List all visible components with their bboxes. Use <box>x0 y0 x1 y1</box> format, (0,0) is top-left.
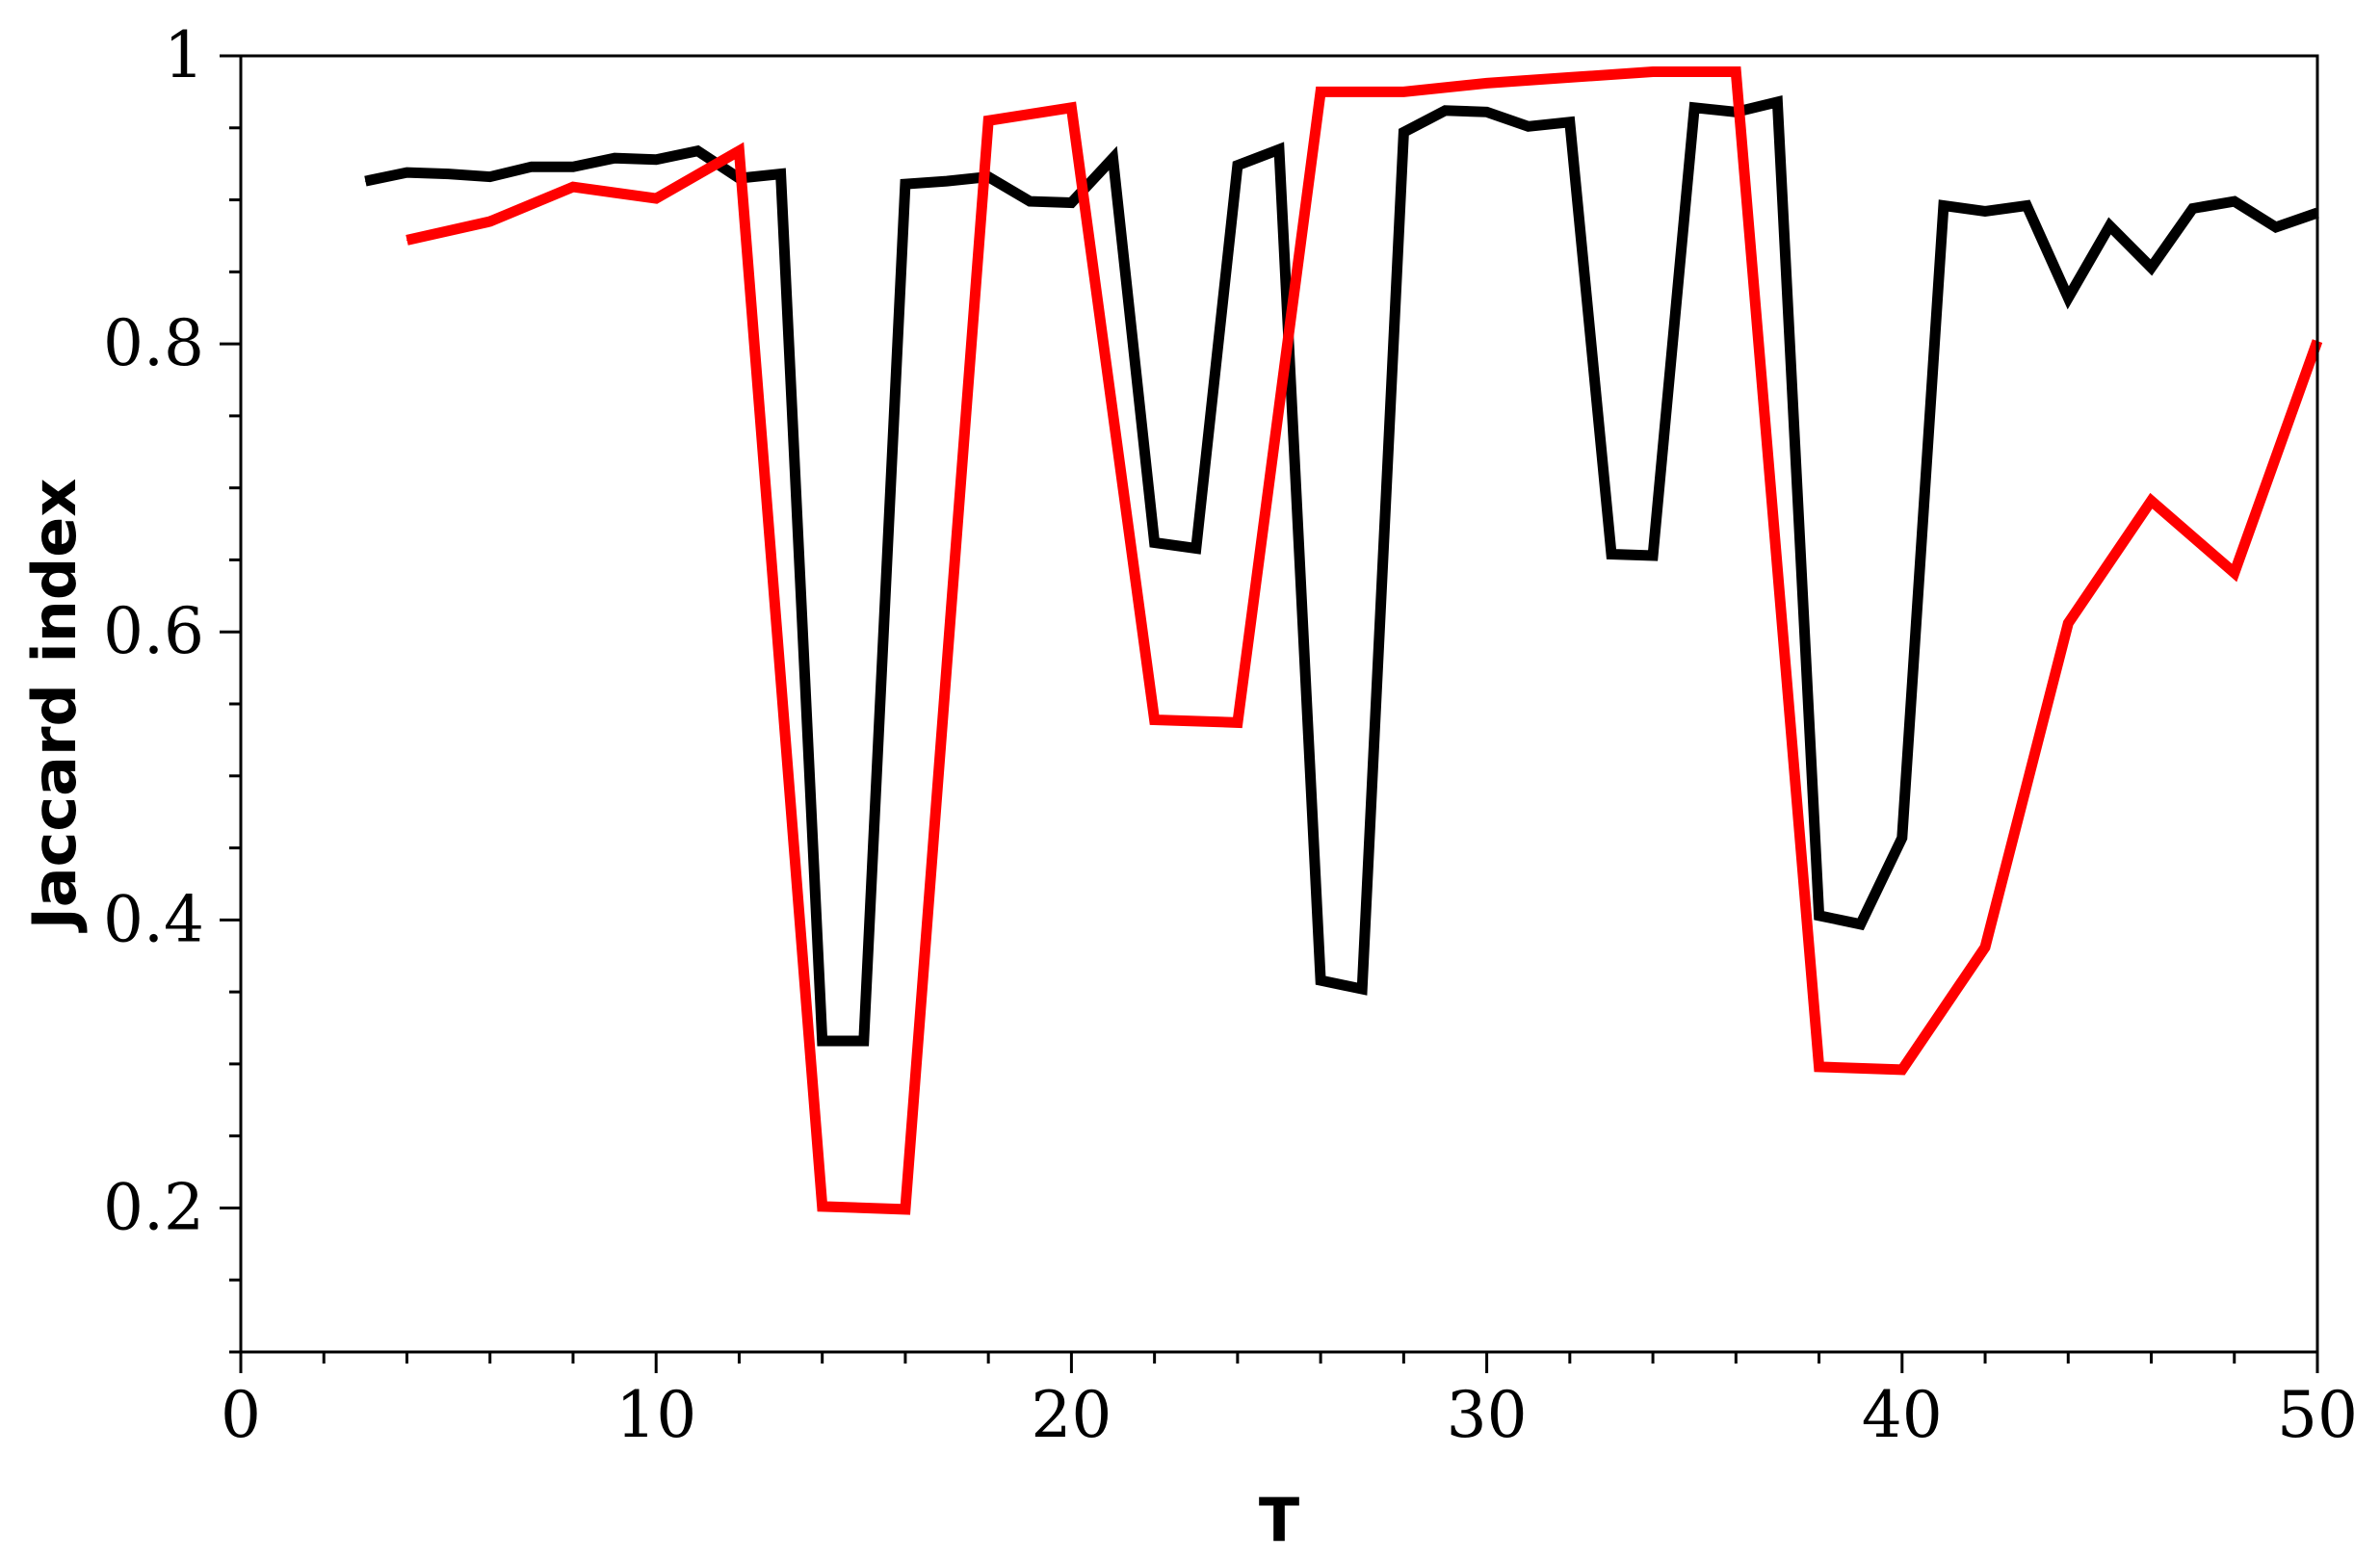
data-point <box>1402 131 1404 133</box>
data-point <box>904 1208 906 1210</box>
data-point <box>572 186 574 188</box>
data-point <box>2067 622 2069 624</box>
data-point <box>696 150 698 152</box>
data-point <box>1818 1066 1820 1068</box>
data-point <box>1361 988 1363 990</box>
data-point <box>1070 202 1072 204</box>
axis-tick-labels: 0 10 20 30 40 50 0.2 0.4 0.6 0.8 1 <box>103 18 2358 1452</box>
data-point <box>1735 70 1737 72</box>
data-point <box>1901 837 1903 839</box>
data-point <box>405 171 407 173</box>
data-point <box>1195 547 1197 549</box>
data-point <box>1112 157 1114 159</box>
data-point <box>448 173 450 175</box>
data-point <box>1029 200 1031 202</box>
data-point <box>1652 555 1654 557</box>
series-1-line <box>364 94 2319 1047</box>
x-tick-label: 40 <box>1862 1378 1943 1452</box>
y-tick-label: 0.8 <box>103 306 204 380</box>
data-point <box>405 239 407 241</box>
x-tick-label: 30 <box>1447 1378 1528 1452</box>
data-point <box>946 180 948 182</box>
data-point <box>1610 553 1612 555</box>
data-point <box>655 197 657 199</box>
x-tick-label: 20 <box>1031 1378 1112 1452</box>
data-point <box>1444 110 1446 112</box>
data-point <box>572 166 574 168</box>
data-point <box>1486 111 1488 113</box>
data-point <box>531 166 533 168</box>
x-tick-label: 0 <box>221 1378 261 1452</box>
axis-ticks <box>220 54 2319 1373</box>
data-point <box>364 180 366 182</box>
data-point <box>780 173 782 175</box>
data-point <box>1278 148 1280 150</box>
data-point <box>1818 915 1820 917</box>
data-point <box>987 119 989 121</box>
data-point <box>2108 224 2110 226</box>
data-point <box>1402 91 1404 92</box>
data-point <box>655 159 657 161</box>
data-point <box>1776 101 1778 103</box>
data-point <box>1652 70 1654 72</box>
data-point <box>2234 200 2236 202</box>
data-point <box>1154 718 1156 720</box>
data-point <box>1901 1069 1903 1071</box>
data-point <box>2151 500 2153 502</box>
data-point <box>1943 205 1945 207</box>
y-tick-label: 0.6 <box>103 594 204 668</box>
data-point <box>1984 211 1986 213</box>
y-tick-label: 0.2 <box>103 1170 204 1244</box>
series-layer <box>364 66 2323 1215</box>
data-point <box>2234 572 2236 574</box>
data-point <box>1154 541 1156 543</box>
data-point <box>2275 226 2277 228</box>
series-2-line <box>405 66 2323 1215</box>
data-point <box>2151 267 2153 269</box>
data-point <box>822 1040 824 1042</box>
plot-frame <box>239 54 2319 1354</box>
data-point <box>1860 923 1862 925</box>
y-tick-label: 0.4 <box>103 882 204 956</box>
data-point <box>1237 721 1239 723</box>
data-point <box>489 176 491 178</box>
data-point <box>1528 125 1530 127</box>
data-point <box>738 150 740 152</box>
x-tick-label: 50 <box>2277 1378 2358 1452</box>
data-point <box>822 1206 824 1208</box>
data-point <box>2067 297 2069 299</box>
y-tick-label: 1 <box>164 18 204 92</box>
data-point <box>904 183 906 185</box>
y-axis-title: Jaccard index <box>19 479 90 934</box>
series-2 <box>405 66 2323 1215</box>
data-point <box>1569 121 1571 123</box>
data-point <box>1984 947 1986 948</box>
data-point <box>1237 165 1239 167</box>
data-point <box>1486 82 1488 84</box>
x-axis-title: T <box>1259 1485 1299 1555</box>
data-point <box>863 1040 865 1042</box>
data-point <box>2192 208 2194 210</box>
series-1 <box>364 94 2319 1047</box>
data-point <box>1693 107 1695 109</box>
data-point <box>1070 107 1072 109</box>
x-tick-label: 10 <box>615 1378 696 1452</box>
data-point <box>1569 76 1571 78</box>
